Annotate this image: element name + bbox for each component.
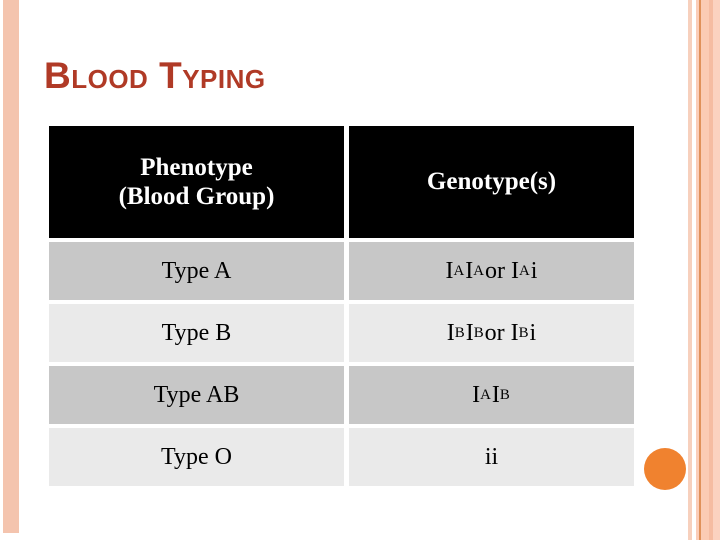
slide-title: Blood Typing (44, 55, 266, 96)
phenotype-cell: Type AB (49, 366, 344, 424)
header-genotype: Genotype(s) (349, 126, 634, 238)
decorative-circle (644, 448, 686, 490)
blood-typing-table: Phenotype (Blood Group) Genotype(s) Type… (49, 126, 634, 490)
phenotype-cell: Type O (49, 428, 344, 486)
table-header-row: Phenotype (Blood Group) Genotype(s) (49, 126, 634, 238)
table-row: Type AB I A I B (49, 366, 634, 424)
right-border-stripes (688, 0, 720, 540)
left-border-stripe (3, 0, 19, 533)
header-phenotype: Phenotype (Blood Group) (49, 126, 344, 238)
phenotype-cell: Type A (49, 242, 344, 300)
genotype-cell: ii (349, 428, 634, 486)
phenotype-cell: Type B (49, 304, 344, 362)
